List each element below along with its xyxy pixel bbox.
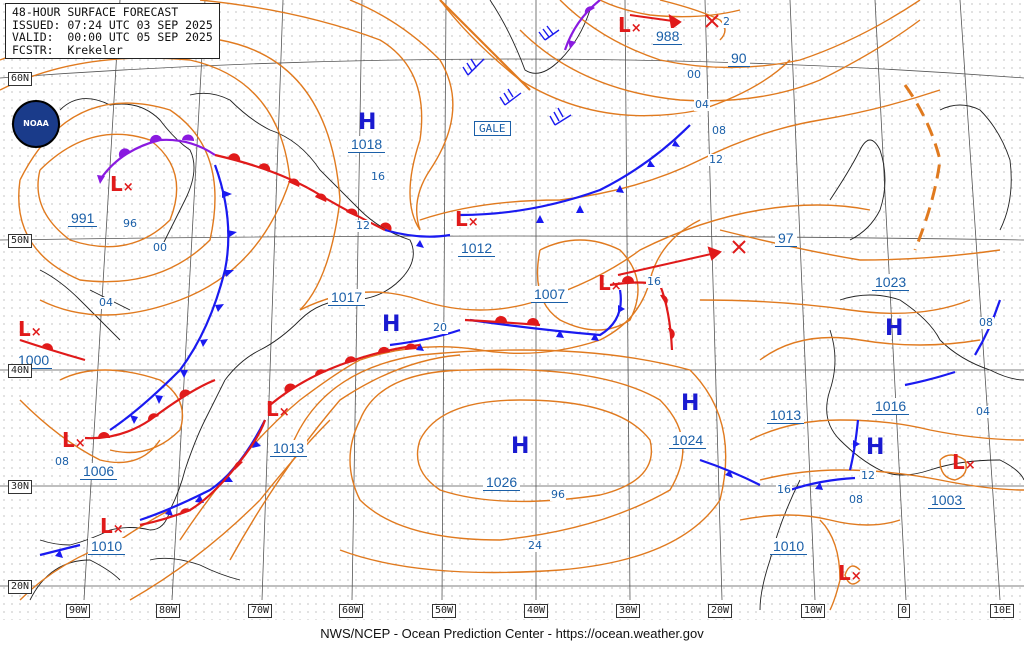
ice-edge	[439, 0, 531, 91]
isobar-label: 24	[527, 539, 543, 552]
isobar-label: 00	[686, 68, 702, 81]
longitude-label: 20W	[708, 604, 733, 618]
low-pressure-marker: L×	[266, 397, 290, 421]
isobar-label: 2	[722, 15, 731, 28]
isobar-label: 04	[98, 296, 114, 309]
isobars	[0, 0, 1024, 611]
isobar-label: 08	[711, 124, 727, 137]
occluded-pips	[97, 6, 595, 184]
low-center-x: ×	[850, 569, 862, 584]
troughs	[903, 84, 942, 251]
latitude-label: 60N	[8, 72, 33, 86]
isobar-label: 08	[848, 493, 864, 506]
high-pressure-letter: H	[382, 312, 401, 337]
longitude-label: 0	[898, 604, 911, 618]
isobar-label: 16	[646, 275, 662, 288]
coastlines	[29, 0, 1024, 611]
low-pressure-value: 1012	[458, 240, 496, 257]
isobar-label: 96	[550, 488, 566, 501]
storm-tracks	[617, 14, 722, 276]
latitude-label: 40N	[8, 364, 33, 378]
isobar-label: 08	[978, 316, 994, 329]
low-pressure-marker: L×	[952, 450, 976, 474]
low-pressure-value: 1013	[270, 440, 308, 457]
low-pressure-marker: L×	[62, 428, 86, 452]
low-pressure-value: 90	[728, 50, 750, 67]
longitude-label: 80W	[156, 604, 181, 618]
isobar-label: 00	[152, 241, 168, 254]
low-center-x: ×	[30, 325, 42, 340]
longitude-label: 50W	[432, 604, 457, 618]
isobar-label: 04	[975, 405, 991, 418]
high-pressure-value: 1026	[483, 474, 521, 491]
longitude-label: 60W	[339, 604, 364, 618]
low-pressure-marker: L×	[100, 514, 124, 538]
latitude-label: 50N	[8, 234, 33, 248]
high-pressure-value: 1023	[872, 274, 910, 291]
low-pressure-marker: L×	[618, 13, 642, 37]
low-pressure-value: 1013	[767, 407, 805, 424]
low-pressure-value: 1003	[928, 492, 966, 509]
forecast-header: 48-HOUR SURFACE FORECAST ISSUED: 07:24 U…	[5, 3, 220, 59]
low-pressure-value: 1007	[531, 286, 569, 303]
high-pressure-value: 1016	[872, 398, 910, 415]
low-pressure-value: 991	[68, 210, 98, 227]
low-pressure-marker: L×	[110, 172, 134, 196]
low-center-x: ×	[112, 522, 124, 537]
isobar-label: 12	[355, 219, 371, 232]
isobar-label: 20	[432, 321, 448, 334]
longitude-label: 10E	[990, 604, 1015, 618]
forecast-low-x	[705, 14, 746, 254]
low-center-x: ×	[610, 279, 622, 294]
header-valid: VALID: 00:00 UTC 05 SEP 2025	[12, 30, 213, 44]
isobar-label: 04	[694, 98, 710, 111]
low-center-x: ×	[964, 458, 976, 473]
low-pressure-value: 1010	[770, 538, 808, 555]
high-pressure-value: 1018	[348, 136, 386, 153]
header-issued: ISSUED: 07:24 UTC 03 SEP 2025	[12, 17, 213, 32]
longitude-label: 10W	[801, 604, 826, 618]
isobar-label: 96	[122, 217, 138, 230]
longitude-label: 40W	[524, 604, 549, 618]
low-pressure-marker: L×	[455, 207, 479, 231]
isobar-label: 12	[708, 153, 724, 166]
low-pressure-value: 97	[775, 230, 797, 247]
isobar-label: 16	[370, 170, 386, 183]
longitude-label: 30W	[616, 604, 641, 618]
noaa-logo: NOAA	[12, 100, 60, 148]
low-center-x: ×	[278, 405, 290, 420]
wind-barbs	[462, 25, 572, 126]
low-pressure-marker: L×	[838, 561, 862, 585]
high-pressure-letter: H	[885, 316, 904, 341]
low-center-x: ×	[467, 215, 479, 230]
high-pressure-letter: H	[358, 110, 377, 135]
latitude-label: 30N	[8, 480, 33, 494]
header-title: 48-HOUR SURFACE FORECAST	[12, 5, 179, 19]
header-forecaster: FCSTR: Krekeler	[12, 42, 123, 57]
longitude-label: 90W	[66, 604, 91, 618]
low-pressure-value: 1006	[80, 463, 118, 480]
latitude-label: 20N	[8, 580, 33, 594]
longitude-label: 70W	[248, 604, 273, 618]
low-pressure-marker: L×	[18, 317, 42, 341]
low-pressure-value: 1010	[88, 538, 126, 555]
isobar-label: 12	[860, 469, 876, 482]
low-pressure-marker: L×	[598, 271, 622, 295]
low-center-x: ×	[122, 180, 134, 195]
high-pressure-letter: H	[681, 391, 700, 416]
warm-front-bumps	[42, 153, 675, 515]
low-center-x: ×	[630, 21, 642, 36]
gale-warning-label: GALE	[474, 121, 511, 136]
high-pressure-letter: H	[866, 435, 885, 460]
high-pressure-letter: H	[511, 434, 530, 459]
high-pressure-value: 1024	[669, 432, 707, 449]
footer-credit: NWS/NCEP - Ocean Prediction Center - htt…	[320, 626, 704, 641]
low-center-x: ×	[74, 436, 86, 451]
isobar-label: 16	[776, 483, 792, 496]
low-pressure-value: 988	[653, 28, 683, 45]
high-pressure-value: 1017	[328, 289, 366, 306]
isobar-label: 08	[54, 455, 70, 468]
